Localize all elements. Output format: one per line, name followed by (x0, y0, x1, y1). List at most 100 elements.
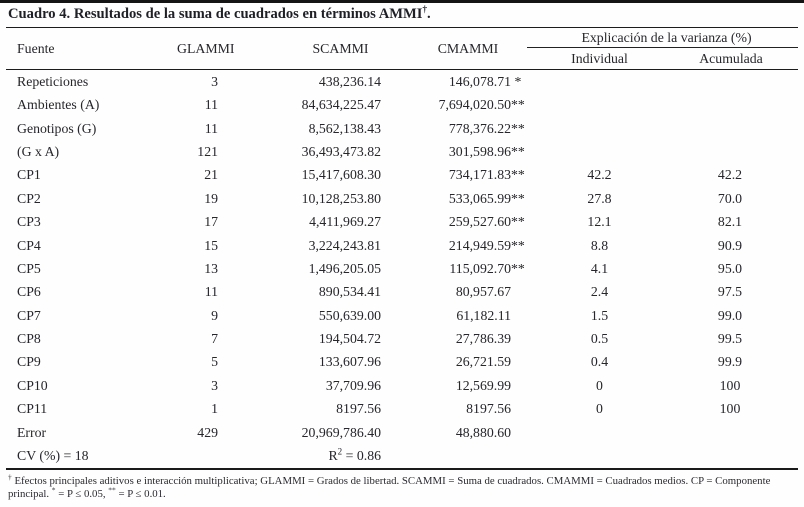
cell-fuente: CP11 (17, 401, 48, 417)
cell-acumulada: 99.9 (717, 354, 743, 370)
cell-acumulada: 100 (719, 401, 741, 417)
cmammi-value: 533,065.99 (448, 190, 511, 206)
cell-scammi: 15,417,608.30 (301, 167, 381, 183)
cell-glammi: 7 (211, 331, 218, 347)
empty-cell (157, 444, 222, 468)
cell-scammi: 36,493,473.82 (301, 143, 381, 159)
cell-scammi: 4,411,969.27 (309, 214, 381, 230)
column-header-glammi: GLAMMI (177, 40, 235, 56)
table-footer: CV (%) = 18 R2 = 0.86 (6, 444, 799, 469)
cell-scammi: 8197.56 (336, 401, 381, 417)
cmammi-value: 12,569.99 (455, 377, 511, 393)
cell-fuente: CP6 (17, 284, 41, 300)
header-row-2: Individual Acumulada (6, 48, 798, 70)
empty-cell (385, 444, 527, 468)
cell-fuente: CP7 (17, 307, 41, 323)
cell-fuente: CP5 (17, 260, 41, 276)
cell-scammi: 84,634,225.47 (301, 97, 381, 113)
cell-cmammi: 27,786.39 (385, 327, 527, 350)
cell-cmammi: 146,078.71 * (385, 70, 527, 94)
significance-asterisks: ** (511, 167, 525, 183)
footnote-single-asterisk: * (51, 485, 56, 495)
cell-individual (527, 421, 672, 444)
cell-fuente: CP8 (17, 331, 41, 347)
cell-acumulada: 42.2 (717, 167, 743, 183)
cell-glammi: 9 (211, 307, 218, 323)
table-row: Error 429 20,969,786.40 48,880.60 (6, 421, 798, 444)
cell-acumulada: 70.0 (717, 190, 743, 206)
table-row: CP6 11 890,534.41 80,957.67 2.4 97.5 (6, 281, 798, 304)
cell-individual: 42.2 (587, 167, 612, 183)
cell-scammi: 3,224,243.81 (308, 237, 381, 253)
cell-scammi: 10,128,253.80 (301, 190, 381, 206)
r-squared-value: R2 = 0.86 (222, 444, 385, 468)
significance-asterisks: ** (511, 143, 525, 159)
significance-asterisks: ** (511, 260, 525, 276)
cell-individual: 12.1 (587, 214, 612, 230)
cell-fuente: CP1 (17, 167, 41, 183)
column-header-cmammi: CMAMMI (437, 40, 499, 56)
table-row: Repeticiones 3 438,236.14 146,078.71 * (6, 70, 798, 94)
cell-glammi: 13 (204, 260, 218, 276)
table-row: (G x A) 121 36,493,473.82 301,598.96** (6, 140, 798, 163)
cell-glammi: 1 (211, 401, 218, 417)
cell-scammi: 1,496,205.05 (308, 260, 381, 276)
cv-label: CV (%) = 18 (17, 448, 89, 464)
cell-individual: 1.5 (590, 307, 609, 323)
cell-glammi: 121 (197, 143, 218, 159)
cell-scammi: 20,969,786.40 (301, 424, 381, 440)
cmammi-value: 80,957.67 (455, 284, 511, 300)
cell-individual: 2.4 (590, 284, 609, 300)
cmammi-value: 778,376.22 (448, 120, 511, 136)
cell-fuente: CP4 (17, 237, 41, 253)
footnote-text: Efectos principales aditivos e interacci… (8, 474, 771, 501)
table-row: CP10 3 37,709.96 12,569.99 0 100 (6, 374, 798, 397)
cell-scammi: 8,562,138.43 (308, 120, 381, 136)
cmammi-value: 8197.56 (466, 401, 511, 417)
significance-asterisks: ** (511, 237, 525, 253)
cell-cmammi: 115,092.70** (385, 257, 527, 280)
cell-acumulada (672, 117, 798, 140)
significance-asterisks: ** (511, 214, 525, 230)
table-header: Fuente GLAMMI SCAMMI CMAMMI Explicación … (6, 28, 799, 70)
table-body: Repeticiones 3 438,236.14 146,078.71 * A… (6, 70, 798, 445)
significance-asterisks: ** (511, 120, 525, 136)
cell-cmammi: 80,957.67 (385, 281, 527, 304)
cell-glammi: 5 (211, 354, 218, 370)
significance-asterisks: ** (511, 190, 525, 206)
cell-fuente: CP3 (17, 214, 41, 230)
cell-individual (527, 70, 672, 94)
cell-fuente: Genotipos (G) (17, 120, 97, 136)
footnote-double-asterisk: ** (108, 485, 116, 495)
cmammi-value: 259,527.60 (448, 214, 511, 230)
cell-glammi: 21 (204, 167, 218, 183)
cell-scammi: 550,639.00 (318, 307, 381, 323)
cell-individual: 0 (596, 377, 603, 393)
cell-glammi: 429 (197, 424, 218, 440)
footnote-dagger: † (8, 472, 12, 482)
table-row: Ambientes (A) 11 84,634,225.47 7,694,020… (6, 93, 798, 116)
cell-individual: 8.8 (590, 237, 609, 253)
cell-cmammi: 7,694,020.50** (385, 93, 527, 116)
footnote: † Efectos principales aditivos e interac… (6, 470, 798, 502)
table-row: CP8 7 194,504.72 27,786.39 0.5 99.5 (6, 327, 798, 350)
cell-cmammi: 259,527.60** (385, 210, 527, 233)
table-row: CP7 9 550,639.00 61,182.11 1.5 99.0 (6, 304, 798, 327)
table-row: CP1 21 15,417,608.30 734,171.83** 42.2 4… (6, 164, 798, 187)
cell-cmammi: 48,880.60 (385, 421, 527, 444)
cell-acumulada: 99.0 (717, 307, 743, 323)
cell-individual: 0.4 (590, 354, 609, 370)
cmammi-value: 115,092.70 (449, 260, 511, 276)
column-header-scammi: SCAMMI (312, 40, 369, 56)
cell-cmammi: 734,171.83** (385, 164, 527, 187)
cell-cmammi: 214,949.59** (385, 234, 527, 257)
cell-cmammi: 301,598.96** (385, 140, 527, 163)
cmammi-value: 146,078.71 (448, 73, 511, 89)
cell-glammi: 11 (204, 120, 218, 136)
column-header-fuente: Fuente (17, 40, 55, 56)
cmammi-value: 48,880.60 (455, 424, 511, 440)
anova-ammi-table: Fuente GLAMMI SCAMMI CMAMMI Explicación … (6, 28, 799, 470)
cell-cmammi: 778,376.22** (385, 117, 527, 140)
cmammi-value: 7,694,020.50 (438, 97, 511, 113)
